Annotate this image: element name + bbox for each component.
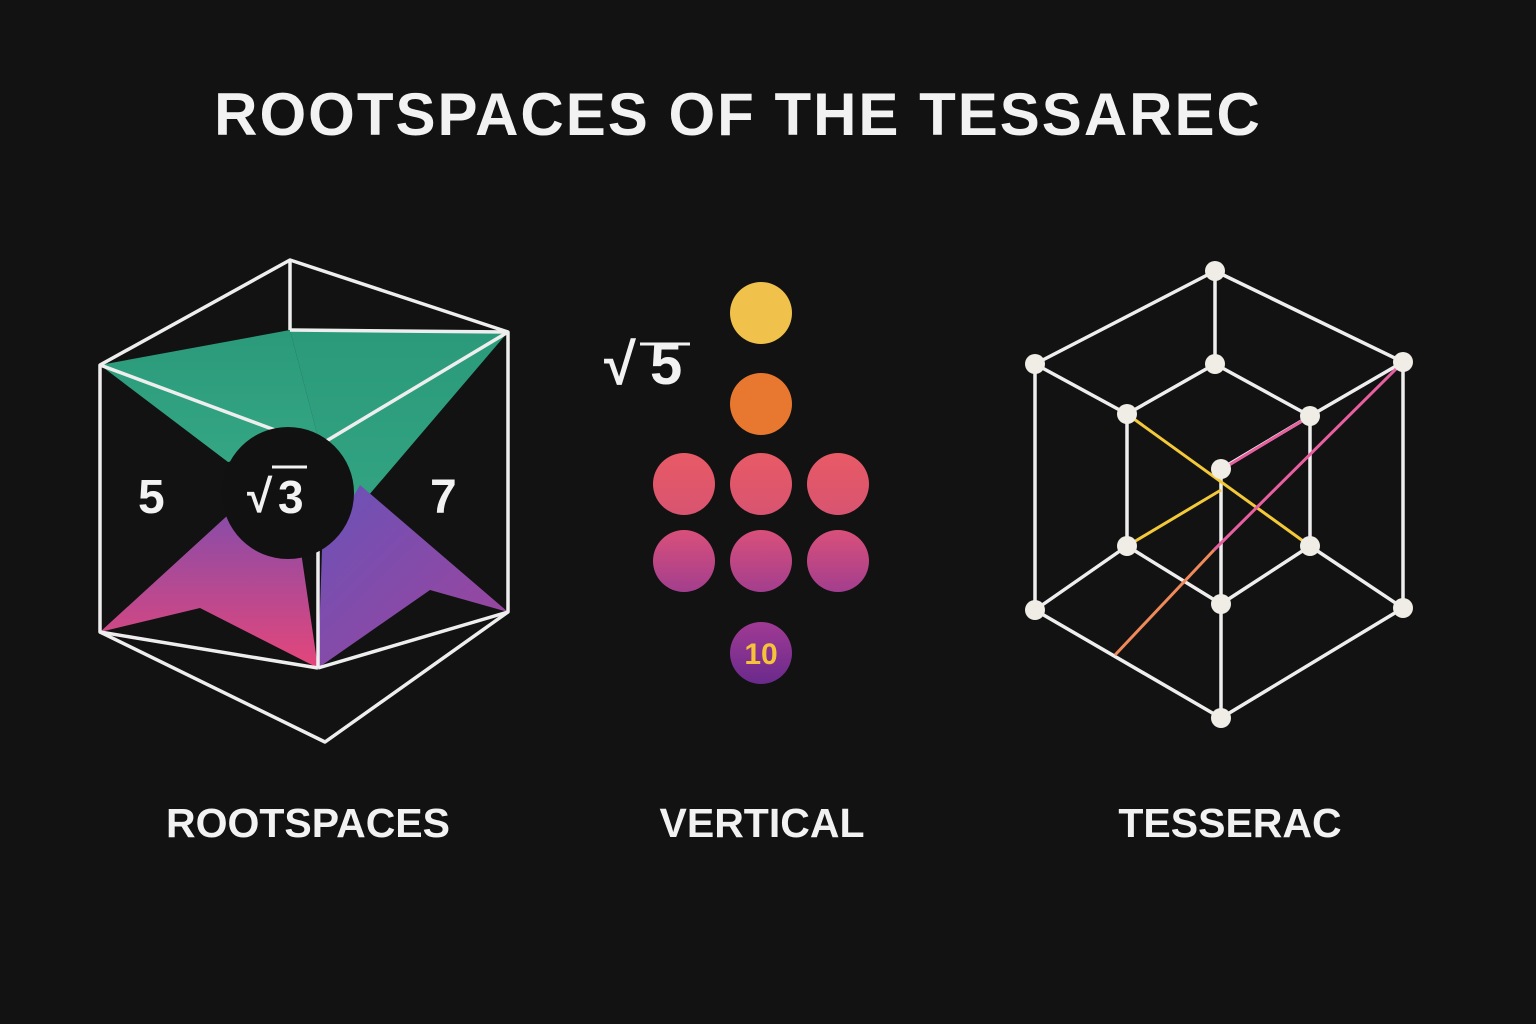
accent-yellow-line <box>1126 488 1222 548</box>
accent-yellow-line <box>1126 412 1311 548</box>
cube-edge <box>99 630 319 670</box>
outer-hexagon <box>1033 269 1405 720</box>
graph-node <box>1205 354 1225 374</box>
left-number: 5 <box>138 471 165 524</box>
right-number: 7 <box>430 471 457 524</box>
root-symbol: √ <box>604 332 636 397</box>
center-root-value: 3 <box>278 471 304 523</box>
graph-node <box>1117 536 1137 556</box>
root-value: 5 <box>650 332 682 397</box>
graph-node <box>1300 406 1320 426</box>
graph-node <box>1025 600 1045 620</box>
tesseract-graph <box>1025 261 1413 728</box>
dot-red <box>653 453 715 515</box>
graph-node <box>1393 352 1413 372</box>
cube-edge <box>317 330 509 448</box>
graph-node <box>1300 536 1320 556</box>
vertical-dots: √ 5 10 <box>604 282 869 684</box>
purple-face <box>318 485 508 668</box>
page-title: ROOTSPACES OF THE TESSAREC <box>214 81 1262 148</box>
dot-purple <box>730 622 792 684</box>
dot-yellow <box>730 282 792 344</box>
green-face-left <box>100 330 320 462</box>
dot-number-label: 10 <box>744 638 777 671</box>
cube-edge <box>289 328 509 334</box>
spoke <box>1309 544 1404 610</box>
accent-pink-line <box>1220 414 1311 472</box>
graph-node <box>1211 594 1231 614</box>
dot-red <box>807 453 869 515</box>
dot-pink <box>730 530 792 592</box>
accent-pink-line <box>1212 360 1405 552</box>
center-circle <box>222 427 354 559</box>
caption-rootspaces: ROOTSPACES <box>166 800 450 846</box>
caption-tesserac: TESSERAC <box>1118 800 1342 846</box>
dot-pink <box>653 530 715 592</box>
inner-hexagon <box>1125 362 1312 606</box>
graph-node <box>1211 708 1231 728</box>
spoke <box>1309 360 1404 418</box>
graph-node <box>1211 459 1231 479</box>
spoke <box>1034 544 1128 612</box>
dot-pink <box>807 530 869 592</box>
center-root-symbol: √ <box>247 470 273 522</box>
graph-node <box>1025 354 1045 374</box>
caption-vertical: VERTICAL <box>659 800 865 846</box>
accent-orange-line <box>1113 548 1216 657</box>
graph-node <box>1393 598 1413 618</box>
graph-node <box>1117 404 1137 424</box>
cube-edge <box>317 610 509 670</box>
spoke <box>1034 362 1128 416</box>
dot-red <box>730 453 792 515</box>
dot-orange <box>730 373 792 435</box>
graph-node <box>1205 261 1225 281</box>
rootspaces-cube: √ 3 5 7 <box>98 258 510 744</box>
